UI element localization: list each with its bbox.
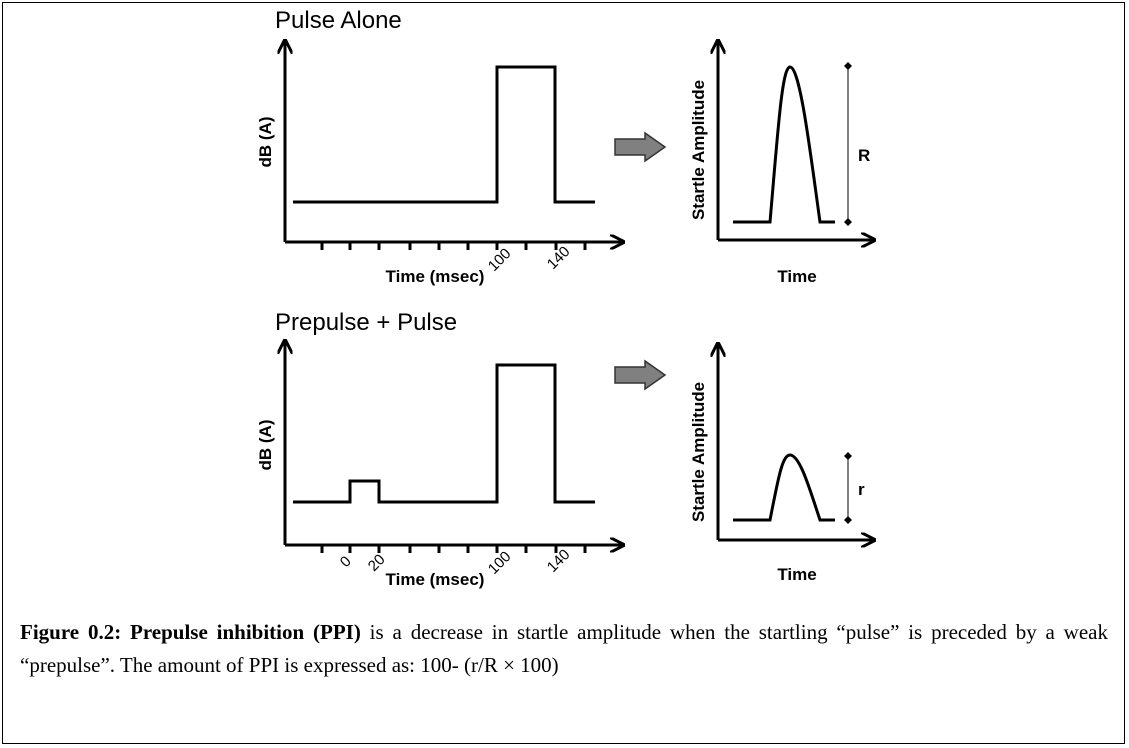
marker: r xyxy=(858,480,865,499)
tick-label: 100 xyxy=(485,245,515,275)
caption: Figure 0.2: Prepulse inhibition (PPI) is… xyxy=(20,616,1108,682)
panel-title: Prepulse + Pulse xyxy=(275,309,457,336)
tick-label: 140 xyxy=(544,546,574,576)
caption-text: is a decrease in startle amplitude when … xyxy=(20,620,1108,677)
marker: R xyxy=(858,146,870,165)
stimulus-plot: Pulse Alone dB (A) Time (msec) 100 140 xyxy=(256,7,622,286)
tick-label: 0 xyxy=(337,553,355,571)
line xyxy=(320,545,587,553)
figure: Pulse Alone dB (A) Time (msec) 100 140 R… xyxy=(256,7,1129,589)
tick-label: 100 xyxy=(485,548,515,578)
arrow xyxy=(614,359,667,391)
response-plot: R Startle Amplitude Time xyxy=(689,42,873,286)
x-label: Time (msec) xyxy=(386,267,485,286)
line xyxy=(733,65,835,224)
stimulus-plot: Prepulse + Pulse dB (A) Time (msec) 0 20… xyxy=(256,309,622,589)
y-label: Startle Amplitude xyxy=(689,80,708,220)
x-label: Time xyxy=(777,565,816,584)
line xyxy=(293,65,595,204)
x-label: Time (msec) xyxy=(386,570,485,589)
response-plot: r Startle Amplitude Time xyxy=(689,345,873,584)
panel-title: Pulse Alone xyxy=(275,7,402,34)
y-label: Startle Amplitude xyxy=(689,382,708,522)
x-label: Time xyxy=(777,267,816,286)
line xyxy=(320,242,587,250)
tick-label: 140 xyxy=(544,243,574,273)
y-label: dB (A) xyxy=(256,420,275,471)
line xyxy=(733,453,835,522)
caption-label: Figure 0.2: Prepulse inhibition (PPI) xyxy=(20,620,361,644)
arrow xyxy=(614,131,667,163)
line xyxy=(293,363,595,504)
y-label: dB (A) xyxy=(256,117,275,168)
